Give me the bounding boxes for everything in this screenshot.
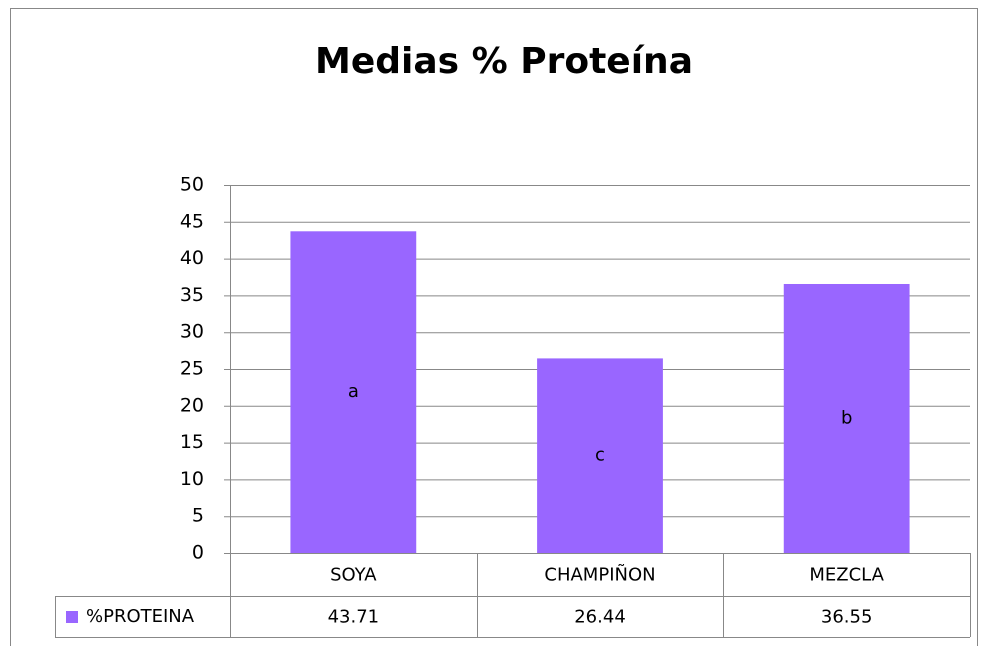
table-value: 43.71 [328, 607, 380, 628]
table-value: 26.44 [574, 607, 626, 628]
table-value: 36.55 [821, 607, 873, 628]
y-tick-label: 0 [192, 542, 204, 564]
x-tick-label: SOYA [330, 565, 377, 586]
bar-annotation: b [841, 407, 852, 428]
y-tick-label: 5 [192, 505, 204, 527]
y-tick-label: 25 [180, 358, 204, 380]
bar-annotation: a [348, 381, 359, 402]
y-tick-label: 45 [180, 210, 204, 232]
y-tick-label: 35 [180, 284, 204, 306]
bar [537, 358, 663, 553]
y-tick-label: 30 [180, 321, 204, 343]
bar-annotation: c [595, 445, 605, 466]
bar [783, 283, 910, 553]
y-tick-label: 40 [180, 247, 204, 269]
y-tick-label: 10 [180, 468, 204, 490]
y-tick-label: 15 [180, 431, 204, 453]
legend-label: %PROTEINA [86, 606, 195, 627]
chart-title: Medias % Proteína [315, 41, 693, 82]
y-tick-label: 20 [180, 394, 204, 416]
legend-swatch [66, 611, 78, 623]
x-tick-label: CHAMPIÑON [544, 564, 655, 586]
x-tick-label: MEZCLA [809, 565, 884, 586]
y-tick-label: 50 [180, 174, 204, 196]
bar [290, 231, 417, 553]
